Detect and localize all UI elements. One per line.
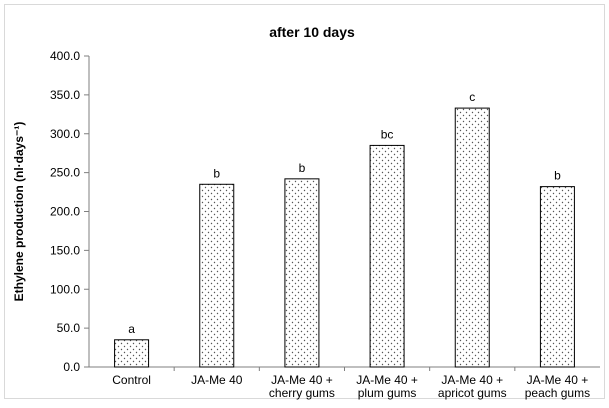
x-tick-label: JA-Me 40 + — [356, 373, 418, 387]
y-tick-label: 150.0 — [50, 243, 80, 257]
significance-label: a — [128, 322, 135, 336]
y-tick-label: 400.0 — [50, 49, 80, 63]
x-tick-label: JA-Me 40 + — [271, 373, 333, 387]
bar — [114, 339, 150, 368]
significance-label: c — [469, 90, 475, 104]
x-tick-label: plum gums — [358, 386, 417, 400]
y-tick-label: 350.0 — [50, 88, 80, 102]
x-tick-label: JA-Me 40 — [191, 373, 243, 387]
bar — [199, 183, 235, 368]
bar — [454, 107, 490, 368]
x-tick-label: apricot gums — [438, 386, 507, 400]
y-tick-label: 0.0 — [63, 360, 80, 374]
bar — [539, 186, 575, 368]
y-tick-label: 300.0 — [50, 127, 80, 141]
bar — [284, 178, 320, 368]
y-axis-label: Ethylene production (nl·days⁻¹) — [12, 122, 26, 302]
y-tick-label: 100.0 — [50, 282, 80, 296]
plot-area: 0.0 50.0 100.0 150.0 200.0 250.0 300.0 350.0 400… — [12, 49, 600, 400]
significance-label: b — [213, 166, 220, 180]
chart-title: after 10 days — [269, 24, 355, 40]
y-tick-label: 250.0 — [50, 166, 80, 180]
bar — [369, 144, 405, 368]
x-tick-label: JA-Me 40 + — [527, 373, 589, 387]
x-tick-label: cherry gums — [269, 386, 335, 400]
significance-label: bc — [381, 127, 394, 141]
x-tick-label: peach gums — [525, 386, 590, 400]
x-tick-label: JA-Me 40 + — [441, 373, 503, 387]
significance-label: b — [299, 161, 306, 175]
significance-label: b — [554, 169, 561, 183]
x-tick-label: Control — [112, 373, 151, 387]
y-tick-label: 200.0 — [50, 205, 80, 219]
chart-border — [4, 4, 605, 399]
y-tick-label: 50.0 — [57, 321, 81, 335]
